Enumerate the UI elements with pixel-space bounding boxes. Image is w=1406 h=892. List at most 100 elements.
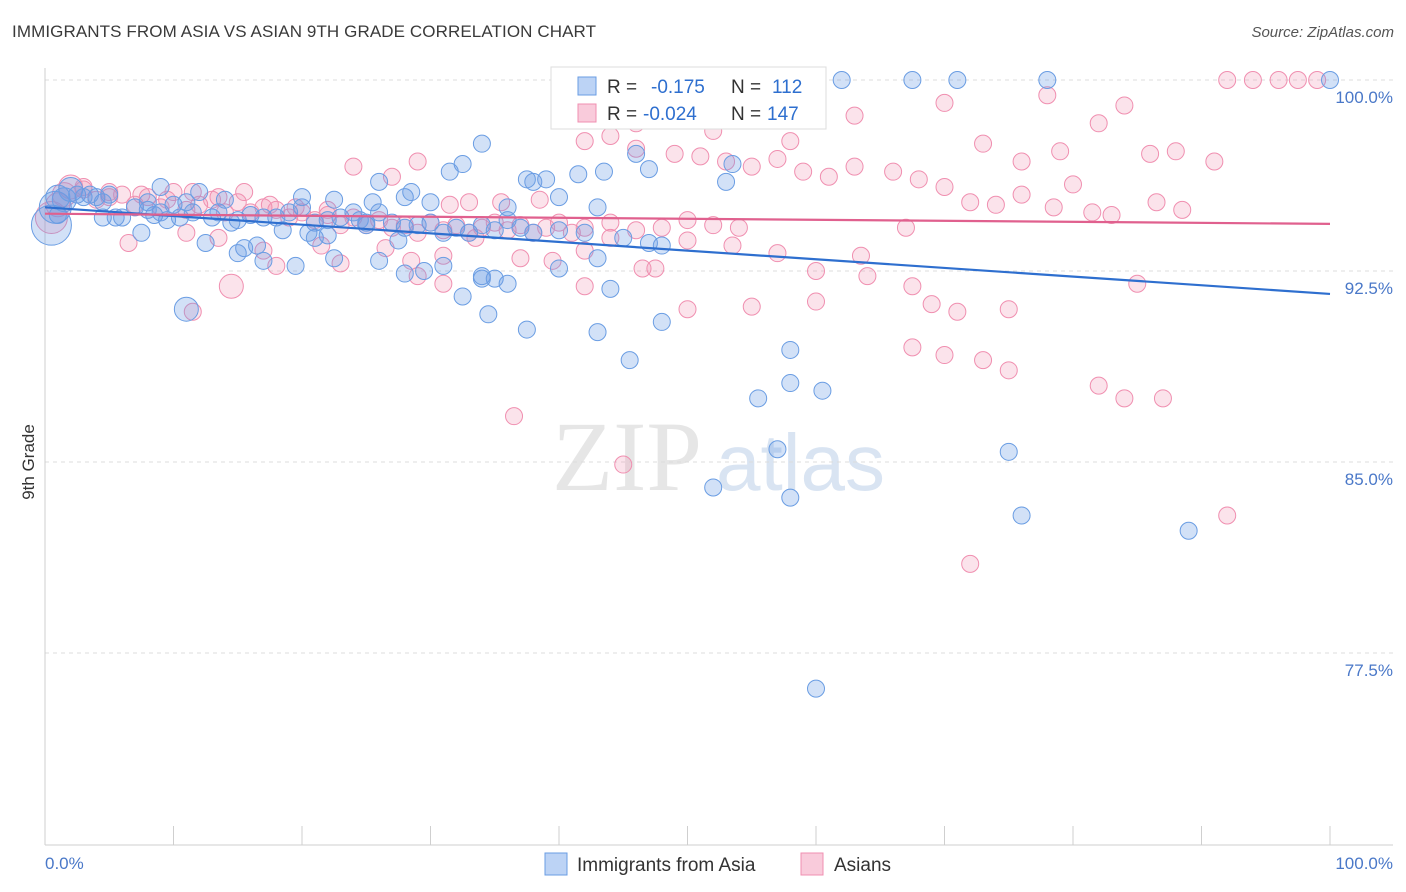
point-asia xyxy=(421,213,440,232)
point-asia xyxy=(704,478,723,497)
point-asia xyxy=(781,374,800,393)
point-asians xyxy=(896,218,915,237)
point-asians xyxy=(218,273,244,299)
point-asia xyxy=(723,155,742,174)
point-asians xyxy=(1044,198,1063,217)
y-tick-label: 77.5% xyxy=(1345,661,1393,680)
point-asians xyxy=(948,302,967,321)
point-asians xyxy=(460,193,479,212)
point-asia xyxy=(138,200,157,219)
point-asia xyxy=(357,216,376,235)
legend-n-value-asians: 147 xyxy=(767,104,799,125)
point-asians xyxy=(1173,200,1192,219)
point-asians xyxy=(935,93,954,112)
point-asia xyxy=(749,389,768,408)
point-asia xyxy=(550,188,568,207)
point-asians xyxy=(903,338,922,357)
point-asia xyxy=(228,244,247,263)
y-tick-label: 92.5% xyxy=(1345,279,1393,298)
point-asia xyxy=(999,442,1018,461)
point-asians xyxy=(1218,506,1237,525)
point-asians xyxy=(1038,86,1057,105)
legend-n-label-asia: N = xyxy=(731,77,761,98)
point-asia xyxy=(620,351,639,370)
point-asia xyxy=(395,264,414,283)
chart-title: IMMIGRANTS FROM ASIA VS ASIAN 9TH GRADE … xyxy=(12,22,597,41)
point-asians xyxy=(999,300,1018,319)
point-asians xyxy=(1012,152,1031,171)
point-asians xyxy=(119,233,138,252)
point-asia xyxy=(588,323,607,342)
point-asians xyxy=(678,211,697,230)
point-asians xyxy=(312,236,331,255)
point-asia xyxy=(479,305,498,324)
point-asians xyxy=(652,218,671,237)
bottom-legend-swatch-asia xyxy=(544,852,568,876)
point-asians xyxy=(627,139,646,158)
watermark: ZIP atlas xyxy=(552,401,885,512)
point-asians xyxy=(742,157,761,176)
point-asia xyxy=(498,274,517,293)
x-label-right: 100.0% xyxy=(1335,854,1393,873)
point-asians xyxy=(1051,142,1070,161)
series-asia-points xyxy=(30,71,1339,698)
point-asians xyxy=(1288,71,1307,89)
point-asians xyxy=(935,177,954,196)
legend-r-label-asians: R = xyxy=(607,104,637,125)
point-asians xyxy=(1089,114,1108,133)
legend-n-label-asians: N = xyxy=(731,104,761,125)
point-asia xyxy=(173,296,199,322)
point-asia xyxy=(537,170,556,189)
point-asians xyxy=(1147,193,1166,212)
point-asia xyxy=(440,162,459,181)
point-asians xyxy=(903,277,922,296)
point-asia xyxy=(286,256,305,275)
point-asia xyxy=(1321,71,1339,89)
point-asia xyxy=(485,221,504,240)
point-asians xyxy=(807,262,825,280)
point-asia xyxy=(453,287,472,306)
point-asia xyxy=(196,233,215,252)
point-asians xyxy=(575,218,594,237)
y-axis-label: 9th Grade xyxy=(19,424,38,500)
point-asians xyxy=(183,183,202,202)
point-asians xyxy=(999,361,1018,380)
point-asians xyxy=(845,106,864,125)
point-asia xyxy=(575,223,594,242)
point-asia xyxy=(402,183,421,202)
point-asia xyxy=(363,193,382,212)
point-asians xyxy=(819,167,838,186)
point-asians xyxy=(678,231,697,250)
point-asia xyxy=(594,162,613,181)
point-asia xyxy=(498,198,517,217)
point-asia xyxy=(434,256,453,275)
point-asians xyxy=(1218,71,1237,89)
point-asia xyxy=(190,183,209,202)
point-asians xyxy=(1064,175,1082,194)
point-asia xyxy=(614,228,633,247)
trend-line-asians xyxy=(44,212,1331,225)
point-asia xyxy=(813,381,832,400)
point-asians xyxy=(691,147,710,166)
point-asians xyxy=(646,259,665,278)
point-asia xyxy=(601,279,620,298)
point-asians xyxy=(408,152,427,171)
point-asia xyxy=(273,221,292,240)
point-asians xyxy=(434,246,453,265)
axes xyxy=(44,68,1393,846)
point-asians xyxy=(665,144,684,163)
point-asia xyxy=(472,269,491,288)
point-asians xyxy=(768,244,787,263)
point-asians xyxy=(1115,389,1134,408)
point-asians xyxy=(434,274,453,293)
point-asia xyxy=(1012,506,1031,525)
point-asians xyxy=(768,149,787,168)
point-asians xyxy=(543,251,562,270)
point-asians xyxy=(601,127,620,146)
point-asia xyxy=(132,223,151,242)
y-tick-labels: 100.0% 92.5% 85.0% 77.5% xyxy=(1335,88,1393,680)
point-asia xyxy=(389,231,408,250)
point-asia xyxy=(717,172,736,191)
point-asia xyxy=(652,312,671,331)
point-asia xyxy=(781,340,800,359)
